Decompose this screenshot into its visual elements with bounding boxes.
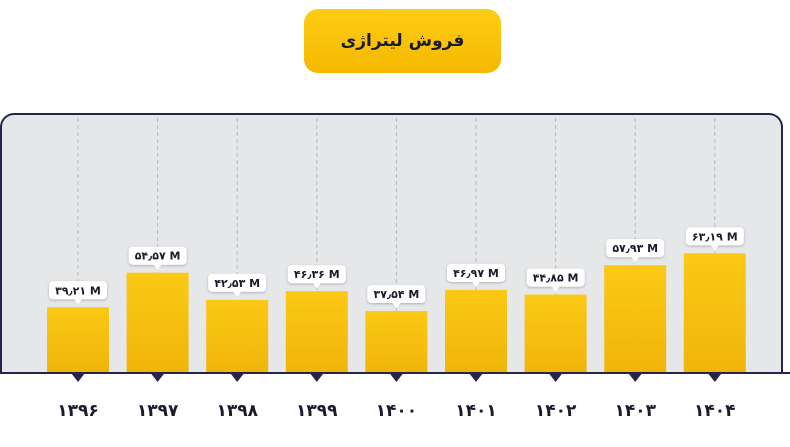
tick-marker [469, 373, 483, 382]
value-label-text: ۵۴٫۵۷ M [135, 250, 181, 263]
value-label-text: ۴۶٫۹۷ M [453, 267, 499, 280]
value-label-bg [606, 239, 665, 258]
value-label-bg [287, 265, 346, 284]
value-label: ۴۶٫۹۷ M [447, 263, 505, 287]
value-label-pointer [710, 245, 719, 251]
bar [285, 291, 348, 372]
value-label: ۵۷٫۹۳ M [606, 239, 665, 263]
value-label-pointer [153, 264, 162, 270]
bar [365, 311, 428, 372]
value-label: ۴۴٫۸۵ M [526, 268, 585, 292]
bar [683, 253, 746, 372]
x-tick-label: ۱۴۰۲ [535, 401, 577, 421]
bar [47, 307, 109, 372]
x-tick-label: ۱۳۹۶ [57, 401, 99, 421]
bar [206, 299, 269, 372]
chart-title: فروش لیتراژی [340, 31, 465, 51]
bar [604, 265, 667, 372]
value-label-text: ۴۶٫۳۶ M [294, 268, 340, 281]
value-label-pointer [631, 257, 640, 263]
value-label-bg [685, 227, 744, 246]
value-label-text: ۳۹٫۲۱ M [55, 284, 101, 297]
value-label-bg [447, 263, 505, 282]
value-label-pointer [551, 286, 560, 292]
value-label: ۴۶٫۳۶ M [287, 265, 346, 289]
x-tick-label: ۱۳۹۷ [137, 401, 179, 421]
value-label-pointer [472, 281, 480, 287]
value-label-text: ۳۷٫۵۴ M [374, 288, 420, 301]
bar [445, 289, 507, 372]
x-tick-label: ۱۳۹۹ [296, 401, 338, 421]
value-label: ۳۹٫۲۱ M [49, 281, 107, 305]
value-label: ۳۷٫۵۴ M [367, 285, 426, 309]
value-label: ۴۲٫۵۳ M [208, 273, 267, 297]
value-label-text: ۴۴٫۸۵ M [533, 272, 579, 285]
value-label-bg [367, 285, 426, 304]
value-label-bg [208, 273, 267, 292]
bar [524, 294, 587, 372]
value-label-pointer [74, 299, 82, 305]
x-tick-label: ۱۴۰۳ [614, 401, 656, 421]
tick-marker [628, 373, 643, 382]
value-label-bg [526, 268, 585, 287]
tick-marker [71, 373, 85, 382]
tick-marker [548, 373, 563, 382]
x-tick-label: ۱۳۹۸ [216, 401, 258, 421]
tick-marker [389, 373, 404, 382]
x-tick-label: ۱۴۰۱ [455, 401, 497, 421]
value-label-text: ۴۲٫۵۳ M [214, 277, 260, 290]
tick-marker [230, 373, 245, 382]
value-label-bg [128, 246, 187, 265]
bar [126, 272, 189, 372]
tick-marker [309, 373, 324, 382]
value-label: ۶۳٫۱۹ M [685, 227, 744, 251]
tick-marker [707, 373, 722, 382]
value-label-bg [49, 281, 107, 300]
value-label-pointer [233, 291, 242, 297]
value-label-pointer [312, 283, 321, 289]
tick-marker [150, 373, 165, 382]
value-label: ۵۴٫۵۷ M [128, 246, 187, 270]
x-tick-label: ۱۴۰۴ [694, 401, 736, 421]
value-label-text: ۶۳٫۱۹ M [692, 230, 738, 243]
value-label-pointer [392, 303, 401, 309]
value-label-text: ۵۷٫۹۳ M [612, 242, 658, 255]
chart-title-badge: فروش لیتراژی [304, 9, 501, 73]
x-tick-label: ۱۴۰۰ [376, 401, 418, 421]
